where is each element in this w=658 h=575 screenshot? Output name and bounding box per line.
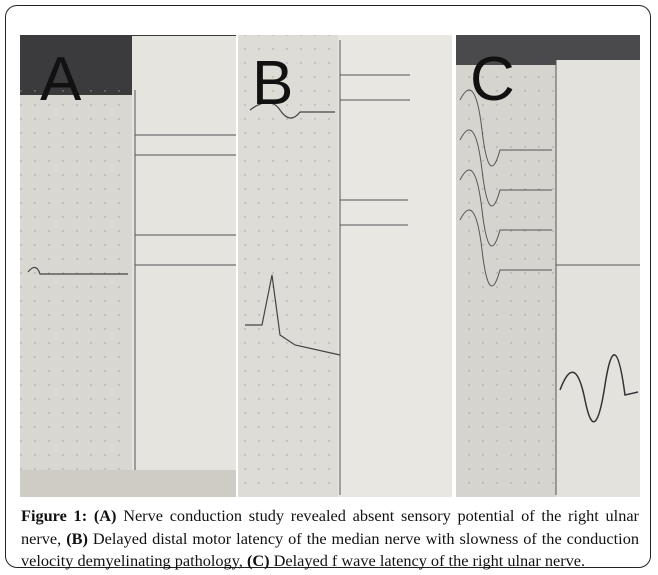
caption-text: Nerve conduction study revealed absent s… [21, 506, 639, 548]
figure-photos: A B C [20, 35, 640, 497]
panel-label: A [40, 45, 82, 114]
figure-caption: Figure 1: (A) Nerve conduction study rev… [21, 505, 639, 573]
caption-text: Delayed f wave latency of the right ulna… [273, 551, 586, 570]
panel-c: C [456, 35, 640, 497]
caption-marker: (A) [93, 506, 117, 525]
panel-b: B [238, 35, 452, 497]
figure-frame [5, 5, 651, 568]
caption-marker: (B) [66, 528, 88, 548]
caption-text: Delayed distal motor latency of the medi… [21, 528, 639, 571]
panel-label: C [470, 45, 515, 114]
panel-a: A [20, 35, 236, 497]
panel-label: B [252, 49, 293, 118]
caption-marker: (C) [246, 551, 270, 570]
caption-label: Figure 1: [21, 506, 88, 525]
